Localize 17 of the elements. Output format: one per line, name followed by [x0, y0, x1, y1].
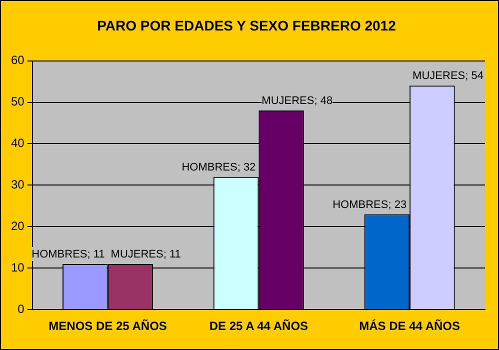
y-tick-label: 50: [10, 94, 25, 109]
y-tick-label: 20: [10, 218, 25, 233]
data-label: MUJERES; 48: [262, 95, 333, 108]
x-tick-label: DE 25 A 44 AÑOS: [209, 319, 308, 334]
y-tick-label: 30: [10, 178, 25, 192]
y-tick-label: 60: [10, 53, 25, 68]
data-label: MUJERES; 11: [110, 248, 181, 261]
y-tick-label: 0: [18, 302, 25, 316]
data-label: HOMBRES; 11: [32, 248, 105, 261]
chart-title: PARO POR EDADES Y SEXO FEBRERO 2012: [97, 17, 396, 34]
y-tick-label: 10: [10, 260, 25, 274]
data-label: HOMBRES; 32: [182, 161, 256, 174]
x-tick-label: MÁS DE 44 AÑOS: [359, 319, 460, 334]
x-tick-label: MENOS DE 25 AÑOS: [48, 319, 167, 334]
y-tick-label: 40: [10, 136, 25, 150]
data-label: MUJERES; 54: [412, 70, 484, 82]
data-label: HOMBRES; 23: [332, 198, 407, 211]
